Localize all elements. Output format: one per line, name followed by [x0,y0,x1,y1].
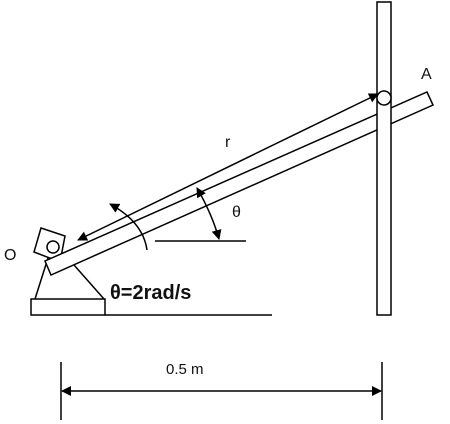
rotating-rod [44,91,434,276]
label-angle: θ [232,204,241,221]
support-strut-right [73,264,105,300]
slider-pin [376,90,392,106]
rotation-arrow [109,203,148,251]
label-radius: r [225,134,231,151]
angle-arc [196,187,222,240]
label-end-a: A [421,66,432,83]
radius-arrow [77,93,379,241]
label-distance: 0.5 m [166,361,204,378]
label-angular-speed: θ=2rad/s [110,282,192,304]
pivot-pin [46,240,60,254]
label-origin: O [4,247,17,264]
base-block [30,298,106,316]
vertical-guide [376,1,392,316]
